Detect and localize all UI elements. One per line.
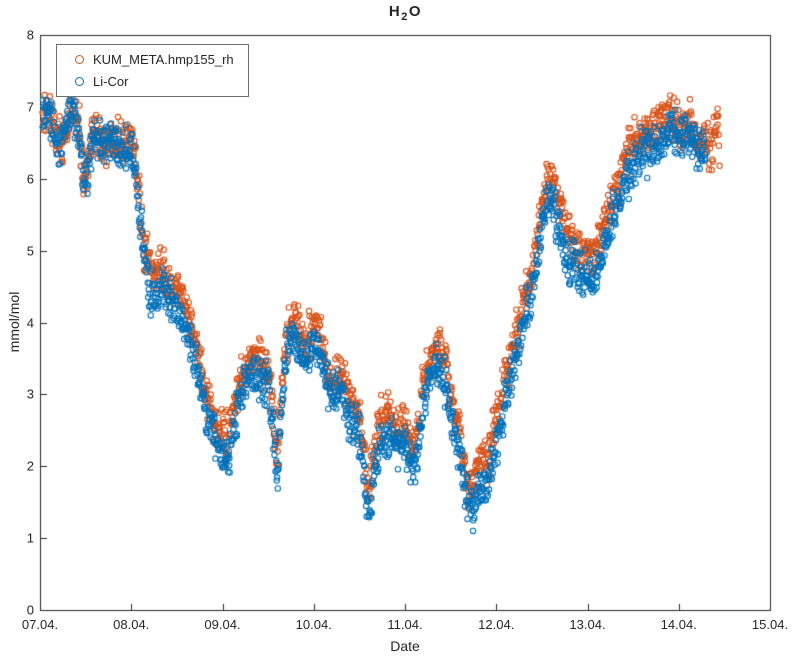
legend-label-kum-meta: KUM_META.hmp155_rh [93, 52, 234, 67]
y-tick-label: 6 [26, 171, 34, 187]
y-tick-label: 1 [26, 530, 34, 546]
legend-item-kum-meta: KUM_META.hmp155_rh [65, 52, 234, 67]
x-tick-label: 13.04. [569, 617, 606, 632]
x-tick-label: 07.04. [21, 617, 59, 632]
y-tick-label: 3 [26, 386, 34, 402]
legend-swatch [65, 55, 93, 64]
x-tick-label: 08.04. [113, 617, 150, 632]
y-tick-label: 7 [26, 99, 34, 115]
legend-marker-kum-meta-circle-icon [74, 55, 84, 64]
y-tick-label: 4 [26, 315, 34, 330]
x-tick-label: 10.04. [295, 617, 332, 632]
y-tick-label: 5 [26, 243, 34, 259]
x-tick-label: 14.04. [660, 617, 697, 632]
x-tick-label: 12.04. [478, 617, 515, 632]
legend-swatch [65, 77, 93, 86]
x-tick-label: 11.04. [387, 617, 423, 632]
legend-label-licor: Li-Cor [93, 74, 129, 89]
legend-marker-licor-circle-icon [74, 77, 84, 86]
legend-item-licor: Li-Cor [65, 74, 234, 89]
x-axis-label: Date [390, 638, 420, 654]
y-tick-label: 0 [26, 602, 34, 618]
x-tick-label: 15.04. [751, 617, 789, 632]
chart-title-subscript: 2 [401, 11, 408, 23]
y-tick-label: 8 [26, 27, 34, 43]
y-axis-label: mmol/mol [6, 291, 22, 353]
x-tick-label: 09.04. [204, 617, 241, 632]
legend: KUM_META.hmp155_rh Li-Cor [56, 44, 249, 97]
chart-title-tail: O [408, 3, 422, 20]
chart-title-base: H [388, 3, 401, 20]
chart-title: H2O [40, 3, 770, 23]
y-tick-label: 2 [26, 458, 34, 474]
